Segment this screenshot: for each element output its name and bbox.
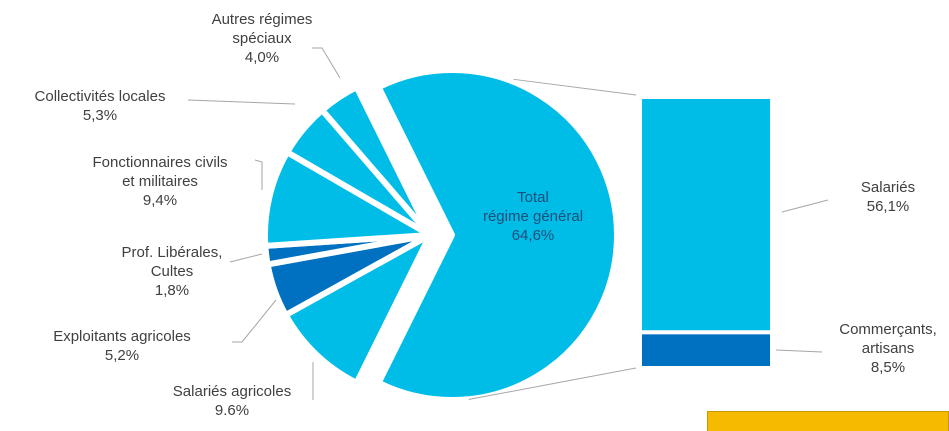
category-label: Autres régimes spéciaux	[211, 11, 313, 47]
category-label: Salariés agricoles	[172, 383, 292, 400]
leader-line	[187, 99, 296, 105]
data-label: Salariés 56,1%	[861, 178, 915, 216]
highlight-box	[707, 411, 949, 431]
leader-line	[781, 199, 829, 213]
leader-line	[229, 253, 263, 263]
category-label: Prof. Libérales, Cultes	[121, 244, 223, 280]
leader-line	[775, 349, 823, 353]
category-label: Commerçants, artisans	[839, 321, 937, 357]
value-label: 9,4%	[142, 192, 178, 209]
value-label: 64,6%	[511, 227, 555, 244]
connector	[513, 78, 637, 96]
data-label: Autres régimes spéciaux 4,0%	[212, 10, 313, 67]
data-label: Exploitants agricoles 5,2%	[53, 327, 191, 365]
leader-line	[232, 299, 277, 343]
leader-line	[312, 47, 341, 79]
pie-slice	[262, 149, 433, 249]
category-label: Collectivités locales	[34, 88, 166, 105]
category-label: Salariés	[860, 179, 916, 196]
data-label: Prof. Libérales, Cultes 1,8%	[122, 243, 223, 300]
bar-segment	[638, 330, 774, 370]
category-label: Total régime général	[482, 189, 584, 225]
data-label: Total régime général 64,6%	[483, 188, 583, 245]
value-label: 5,2%	[104, 347, 140, 364]
value-label: 56,1%	[866, 198, 910, 215]
value-label: 1,8%	[154, 282, 190, 299]
leader-line	[254, 159, 263, 190]
data-label: Salariés agricoles 9.6%	[173, 382, 291, 420]
category-label: Exploitants agricoles	[53, 328, 191, 345]
pie-slice	[319, 84, 433, 238]
data-label: Fonctionnaires civils et militaires 9,4%	[92, 153, 227, 210]
connector	[468, 367, 637, 400]
value-label: 9.6%	[214, 402, 250, 419]
category-label: Fonctionnaires civils et militaires	[92, 154, 228, 190]
value-label: 8,5%	[870, 359, 906, 376]
data-label: Collectivités locales 5,3%	[35, 87, 166, 125]
value-label: 4,0%	[244, 49, 280, 66]
value-label: 5,3%	[82, 107, 118, 124]
data-label: Commerçants, artisans 8,5%	[839, 320, 937, 377]
pie-slice	[282, 232, 433, 386]
bar-segment	[638, 95, 774, 335]
